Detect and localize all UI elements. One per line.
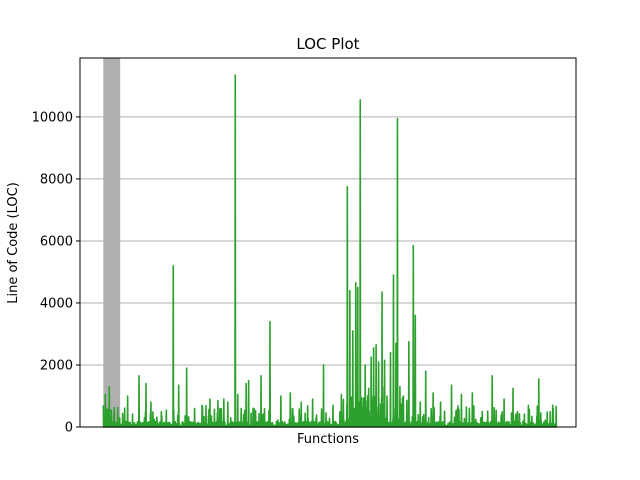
y-tick-label: 2000	[40, 358, 73, 373]
grid-lines	[80, 116, 576, 366]
highlight-span-layer	[103, 58, 121, 427]
highlight-span	[103, 58, 121, 427]
y-tick-label: 4000	[40, 296, 73, 311]
y-tick-label: 8000	[40, 172, 73, 187]
x-axis-label: Functions	[297, 432, 359, 447]
y-tick-label: 0	[65, 421, 73, 436]
y-tick-label: 6000	[40, 234, 73, 249]
y-tick-label: 10000	[32, 110, 73, 125]
y-axis-ticks: 0 2000 4000 6000 8000 10000	[32, 110, 80, 436]
plot-frame	[79, 57, 577, 428]
y-axis-label: Line of Code (LOC)	[6, 182, 21, 304]
chart-title: LOC Plot	[296, 35, 359, 53]
